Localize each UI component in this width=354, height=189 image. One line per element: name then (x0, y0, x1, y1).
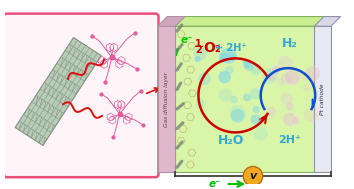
Circle shape (250, 114, 261, 125)
Text: 1: 1 (195, 39, 202, 49)
Circle shape (242, 60, 251, 68)
Circle shape (229, 105, 246, 121)
Circle shape (262, 68, 278, 84)
Text: O₂: O₂ (203, 41, 221, 55)
Circle shape (291, 116, 300, 125)
Text: Gas diffusion layer: Gas diffusion layer (164, 72, 169, 127)
Circle shape (305, 66, 320, 81)
Circle shape (250, 88, 262, 100)
Circle shape (227, 52, 237, 62)
Text: 2: 2 (195, 45, 202, 55)
Circle shape (303, 107, 319, 122)
Circle shape (230, 108, 245, 123)
Circle shape (250, 63, 262, 75)
Circle shape (243, 167, 263, 186)
Circle shape (218, 52, 229, 63)
Circle shape (243, 93, 251, 102)
Bar (175, 26, 319, 172)
Polygon shape (158, 17, 185, 26)
Text: H₂: H₂ (282, 37, 298, 50)
Circle shape (278, 56, 293, 71)
Circle shape (195, 99, 206, 109)
Circle shape (271, 66, 280, 75)
Text: e⁻: e⁻ (208, 179, 221, 189)
Circle shape (198, 72, 211, 85)
Circle shape (218, 70, 231, 84)
Circle shape (277, 78, 285, 86)
Text: + 2H⁺: + 2H⁺ (215, 43, 246, 53)
Circle shape (254, 127, 268, 141)
Circle shape (230, 95, 238, 104)
FancyBboxPatch shape (4, 14, 159, 177)
Circle shape (266, 106, 276, 117)
Circle shape (274, 66, 281, 73)
Circle shape (193, 47, 207, 60)
Polygon shape (314, 17, 341, 26)
Circle shape (225, 66, 234, 74)
Circle shape (252, 106, 260, 113)
Polygon shape (175, 17, 329, 26)
Text: Pt cathode: Pt cathode (320, 84, 325, 115)
Circle shape (285, 69, 301, 85)
Circle shape (301, 71, 310, 81)
Text: v: v (249, 171, 257, 181)
Circle shape (194, 56, 201, 62)
Bar (158, 26, 175, 172)
Bar (314, 26, 331, 172)
Circle shape (303, 83, 312, 92)
Polygon shape (15, 38, 101, 145)
Circle shape (282, 112, 297, 126)
Circle shape (219, 88, 232, 102)
Circle shape (281, 92, 293, 105)
Text: 2H⁺: 2H⁺ (279, 135, 301, 145)
Circle shape (268, 74, 275, 81)
Circle shape (285, 102, 295, 111)
Circle shape (281, 72, 293, 84)
Circle shape (221, 47, 237, 64)
Circle shape (244, 61, 255, 71)
Text: H₂O: H₂O (218, 134, 245, 147)
Text: e⁻: e⁻ (181, 35, 193, 45)
